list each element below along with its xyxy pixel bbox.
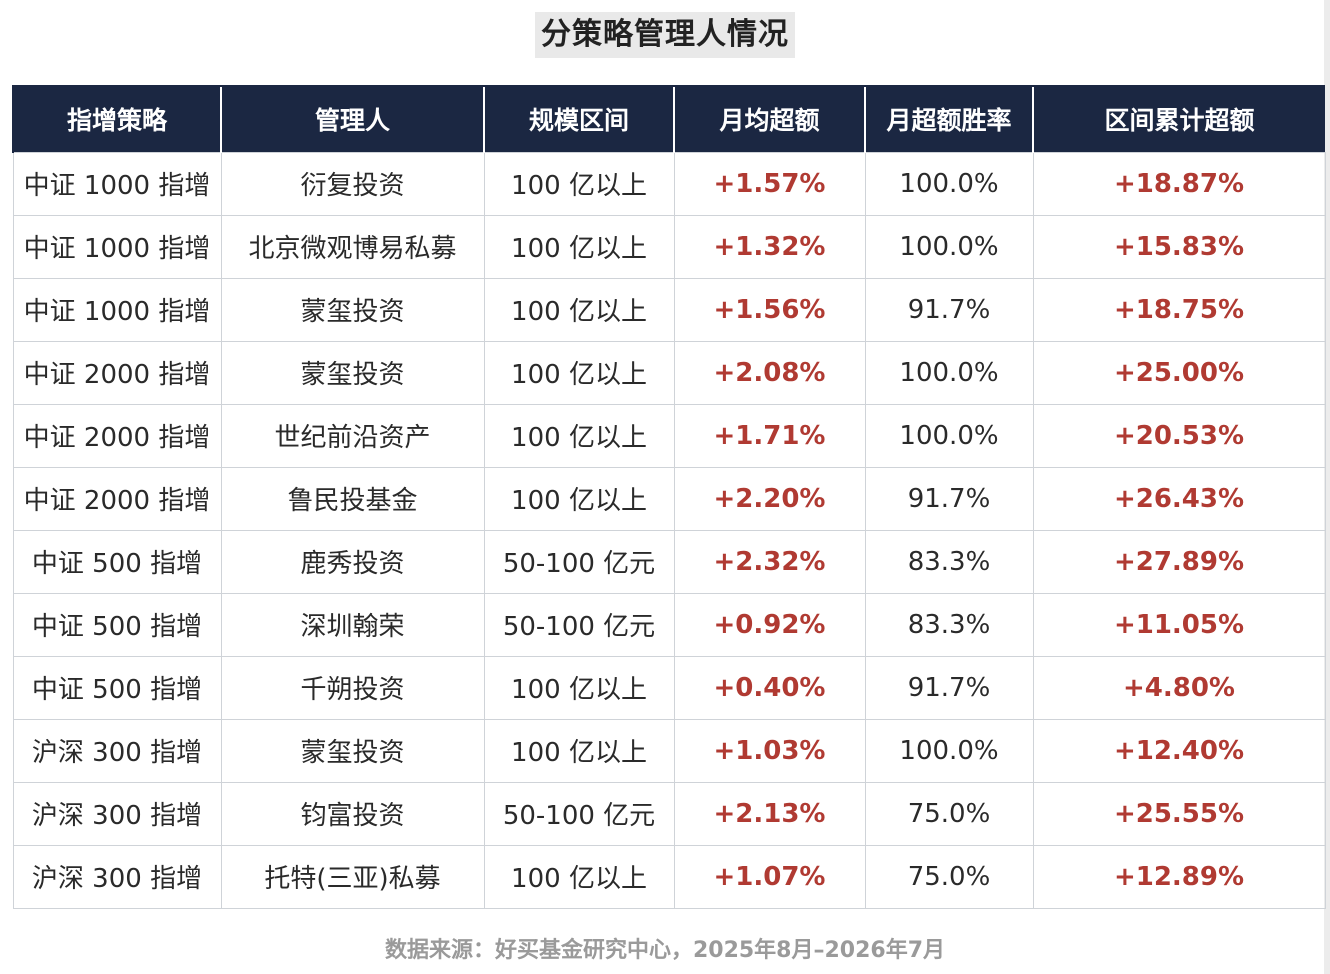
cell-monthly-excess: +1.32% [673, 214, 866, 279]
cell-manager: 托特(三亚)私募 [220, 844, 485, 909]
table-row: 中证 2000 指增 世纪前沿资产 100 亿以上 +1.71% 100.0% … [12, 403, 1326, 468]
cell-monthly-excess: +1.03% [673, 718, 866, 783]
cell-cum-excess: +15.83% [1032, 214, 1326, 279]
cell-manager: 蒙玺投资 [220, 340, 485, 405]
table-row: 沪深 300 指增 蒙玺投资 100 亿以上 +1.03% 100.0% +12… [12, 718, 1326, 783]
cell-win-rate: 83.3% [864, 592, 1034, 657]
header-win-rate: 月超额胜率 [864, 85, 1033, 152]
cell-strategy: 中证 2000 指增 [12, 403, 222, 468]
cell-strategy: 沪深 300 指增 [12, 781, 222, 846]
right-edge-strip [1324, 0, 1330, 974]
cell-strategy: 中证 500 指增 [12, 529, 222, 594]
cell-monthly-excess: +2.13% [673, 781, 866, 846]
table-row: 中证 1000 指增 北京微观博易私募 100 亿以上 +1.32% 100.0… [12, 214, 1326, 279]
cell-cum-excess: +26.43% [1032, 466, 1326, 531]
cell-manager: 衍复投资 [220, 151, 485, 216]
cell-monthly-excess: +1.07% [673, 844, 866, 909]
cell-manager: 蒙玺投资 [220, 718, 485, 783]
cell-cum-excess: +27.89% [1032, 529, 1326, 594]
table-row: 中证 500 指增 鹿秀投资 50-100 亿元 +2.32% 83.3% +2… [12, 529, 1326, 594]
cell-scale: 100 亿以上 [483, 655, 675, 720]
header-manager: 管理人 [220, 85, 484, 152]
table-row: 中证 2000 指增 蒙玺投资 100 亿以上 +2.08% 100.0% +2… [12, 340, 1326, 405]
manager-table: 指增策略 管理人 规模区间 月均超额 月超额胜率 区间累计超额 中证 1000 … [12, 85, 1326, 909]
cell-scale: 100 亿以上 [483, 340, 675, 405]
cell-strategy: 中证 500 指增 [12, 655, 222, 720]
cell-scale: 50-100 亿元 [483, 529, 675, 594]
cell-scale: 100 亿以上 [483, 214, 675, 279]
cell-monthly-excess: +0.92% [673, 592, 866, 657]
cell-win-rate: 91.7% [864, 655, 1034, 720]
table-wrap: 指增策略 管理人 规模区间 月均超额 月超额胜率 区间累计超额 中证 1000 … [12, 85, 1326, 912]
cell-cum-excess: +4.80% [1032, 655, 1326, 720]
cell-win-rate: 100.0% [864, 340, 1034, 405]
cell-strategy: 中证 2000 指增 [12, 466, 222, 531]
cell-scale: 100 亿以上 [483, 277, 675, 342]
title-wrap: 分策略管理人情况 [0, 12, 1330, 58]
cell-cum-excess: +11.05% [1032, 592, 1326, 657]
cell-manager: 鹿秀投资 [220, 529, 485, 594]
cell-manager: 鲁民投基金 [220, 466, 485, 531]
header-cum-excess: 区间累计超额 [1032, 85, 1325, 152]
cell-win-rate: 83.3% [864, 529, 1034, 594]
cell-win-rate: 75.0% [864, 844, 1034, 909]
cell-monthly-excess: +1.56% [673, 277, 866, 342]
cell-cum-excess: +20.53% [1032, 403, 1326, 468]
cell-scale: 100 亿以上 [483, 844, 675, 909]
table-row: 沪深 300 指增 托特(三亚)私募 100 亿以上 +1.07% 75.0% … [12, 844, 1326, 909]
cell-manager: 深圳翰荣 [220, 592, 485, 657]
cell-cum-excess: +25.55% [1032, 781, 1326, 846]
table-row: 中证 1000 指增 衍复投资 100 亿以上 +1.57% 100.0% +1… [12, 151, 1326, 216]
cell-manager: 千朔投资 [220, 655, 485, 720]
cell-strategy: 中证 1000 指增 [12, 214, 222, 279]
cell-cum-excess: +12.40% [1032, 718, 1326, 783]
cell-monthly-excess: +1.71% [673, 403, 866, 468]
table-row: 中证 500 指增 深圳翰荣 50-100 亿元 +0.92% 83.3% +1… [12, 592, 1326, 657]
cell-scale: 100 亿以上 [483, 718, 675, 783]
cell-monthly-excess: +0.40% [673, 655, 866, 720]
cell-monthly-excess: +2.32% [673, 529, 866, 594]
cell-win-rate: 75.0% [864, 781, 1034, 846]
table-title: 分策略管理人情况 [535, 12, 795, 58]
header-monthly-excess: 月均超额 [673, 85, 865, 152]
cell-manager: 钧富投资 [220, 781, 485, 846]
cell-scale: 50-100 亿元 [483, 592, 675, 657]
source-footnote: 数据来源：好买基金研究中心，2025年8月–2026年7月 [384, 938, 946, 963]
cell-win-rate: 91.7% [864, 277, 1034, 342]
table-row: 中证 2000 指增 鲁民投基金 100 亿以上 +2.20% 91.7% +2… [12, 466, 1326, 531]
cell-cum-excess: +25.00% [1032, 340, 1326, 405]
cell-win-rate: 100.0% [864, 718, 1034, 783]
cell-strategy: 中证 2000 指增 [12, 340, 222, 405]
table-row: 中证 500 指增 千朔投资 100 亿以上 +0.40% 91.7% +4.8… [12, 655, 1326, 720]
cell-manager: 北京微观博易私募 [220, 214, 485, 279]
cell-monthly-excess: +1.57% [673, 151, 866, 216]
cell-manager: 世纪前沿资产 [220, 403, 485, 468]
cell-strategy: 沪深 300 指增 [12, 718, 222, 783]
cell-monthly-excess: +2.08% [673, 340, 866, 405]
table-row: 沪深 300 指增 钧富投资 50-100 亿元 +2.13% 75.0% +2… [12, 781, 1326, 846]
header-strategy: 指增策略 [12, 85, 221, 152]
cell-scale: 100 亿以上 [483, 151, 675, 216]
cell-win-rate: 91.7% [864, 466, 1034, 531]
table-body: 中证 1000 指增 衍复投资 100 亿以上 +1.57% 100.0% +1… [12, 151, 1326, 909]
table-row: 中证 1000 指增 蒙玺投资 100 亿以上 +1.56% 91.7% +18… [12, 277, 1326, 342]
cell-win-rate: 100.0% [864, 214, 1034, 279]
cell-strategy: 中证 1000 指增 [12, 151, 222, 216]
cell-win-rate: 100.0% [864, 151, 1034, 216]
cell-strategy: 中证 500 指增 [12, 592, 222, 657]
cell-scale: 100 亿以上 [483, 403, 675, 468]
cell-scale: 100 亿以上 [483, 466, 675, 531]
table-header-row: 指增策略 管理人 规模区间 月均超额 月超额胜率 区间累计超额 [12, 85, 1325, 152]
cell-manager: 蒙玺投资 [220, 277, 485, 342]
cell-monthly-excess: +2.20% [673, 466, 866, 531]
cell-cum-excess: +18.87% [1032, 151, 1326, 216]
cell-scale: 50-100 亿元 [483, 781, 675, 846]
cell-strategy: 沪深 300 指增 [12, 844, 222, 909]
cell-win-rate: 100.0% [864, 403, 1034, 468]
cell-strategy: 中证 1000 指增 [12, 277, 222, 342]
cell-cum-excess: +12.89% [1032, 844, 1326, 909]
cell-cum-excess: +18.75% [1032, 277, 1326, 342]
header-scale: 规模区间 [483, 85, 674, 152]
